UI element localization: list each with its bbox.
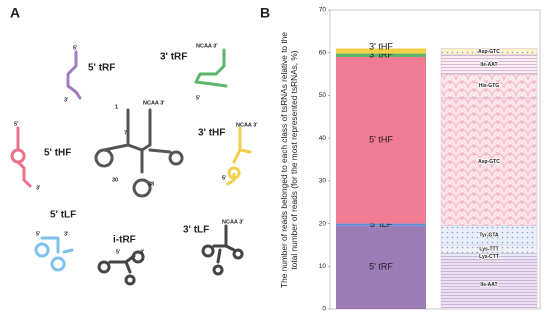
plot-frame <box>329 9 541 310</box>
segment-label: Asp-GTC <box>478 159 500 165</box>
trna-diagrams <box>10 48 252 286</box>
segment-label: Ile-AAT <box>480 282 497 288</box>
annotation: 3' <box>64 231 69 237</box>
segment-label: Asp-GTC <box>478 49 500 55</box>
panel-label: B <box>260 5 270 21</box>
bar-segment <box>336 48 426 54</box>
annotation: 1 <box>115 104 118 110</box>
y-axis-label-line: total number of reads (for the most repr… <box>289 50 299 269</box>
fragment-label: 3' tLF <box>183 225 209 236</box>
bar-segment <box>336 225 426 309</box>
annotation: NCAA 3' <box>222 219 244 225</box>
fragment-label: 3' tRF <box>160 52 187 63</box>
annotation: 30 <box>112 177 118 183</box>
bar-segment-pattern <box>441 253 537 260</box>
fragment-label: i-tRF <box>113 235 136 246</box>
y-tick-label: 10 <box>319 263 327 270</box>
bar-segment <box>336 56 426 224</box>
annotation: 5' <box>14 121 19 127</box>
segment-label: His-GTG <box>479 83 499 89</box>
bar-segment <box>336 223 426 226</box>
fragment-label: 5' tHF <box>44 148 71 159</box>
annotation: 3' <box>140 249 145 255</box>
bar-segment-pattern <box>441 48 537 55</box>
segment-label: 5' tRF <box>369 262 393 272</box>
segment-label: Lys-TTT <box>479 247 498 253</box>
bar-segment <box>336 53 426 57</box>
annotation: 3' <box>36 185 41 191</box>
fragment-label: 5' tRF <box>88 63 115 74</box>
bar-segment-pattern <box>441 244 537 254</box>
annotation: 38 <box>148 181 154 187</box>
y-tick-label: 50 <box>319 92 327 99</box>
panel-label: A <box>10 5 20 21</box>
annotation: NCAA 3' <box>143 100 165 106</box>
segment-label: Ile-AAT <box>480 62 497 68</box>
y-tick-label: 20 <box>319 220 327 227</box>
fragment-label: 3' tHF <box>198 128 225 139</box>
y-axis-label-line: The number of reads belonged to each cla… <box>279 32 289 288</box>
annotation: 5' <box>222 175 227 181</box>
bar-segment-pattern <box>441 225 537 245</box>
y-axis-label: The number of reads belonged to each cla… <box>279 32 299 288</box>
y-tick-label: 60 <box>319 49 327 56</box>
annotation: 3' <box>64 97 69 103</box>
segment-label: Tyr-GTA <box>479 233 499 239</box>
bar-segment-pattern <box>441 259 537 309</box>
bar-segment-pattern <box>441 74 537 98</box>
annotation: 5' <box>73 45 78 51</box>
segment-label: Lys-CTT <box>479 254 499 260</box>
y-tick-label: 0 <box>322 306 326 313</box>
segment-label: 5' tHF <box>369 135 393 145</box>
y-tick-label: 30 <box>319 178 327 185</box>
y-tick-label: 70 <box>319 7 327 14</box>
bar-segment-pattern <box>441 97 537 226</box>
segment-label: 3' tHF <box>369 42 393 52</box>
segment-label: 5' tLF <box>370 219 393 229</box>
annotation: 5' <box>36 231 41 237</box>
y-tick-label: 40 <box>319 135 327 142</box>
annotation: NCAA 3' <box>196 43 218 49</box>
annotation: 5' <box>116 249 121 255</box>
bar-segment-pattern <box>441 54 537 75</box>
annotation: NCAA 3' <box>236 122 258 128</box>
annotation: 5' <box>196 95 201 101</box>
fragment-label: 5' tLF <box>50 210 76 221</box>
annotation: 7 <box>124 130 127 136</box>
segment-label: 3' tRF <box>369 50 393 60</box>
